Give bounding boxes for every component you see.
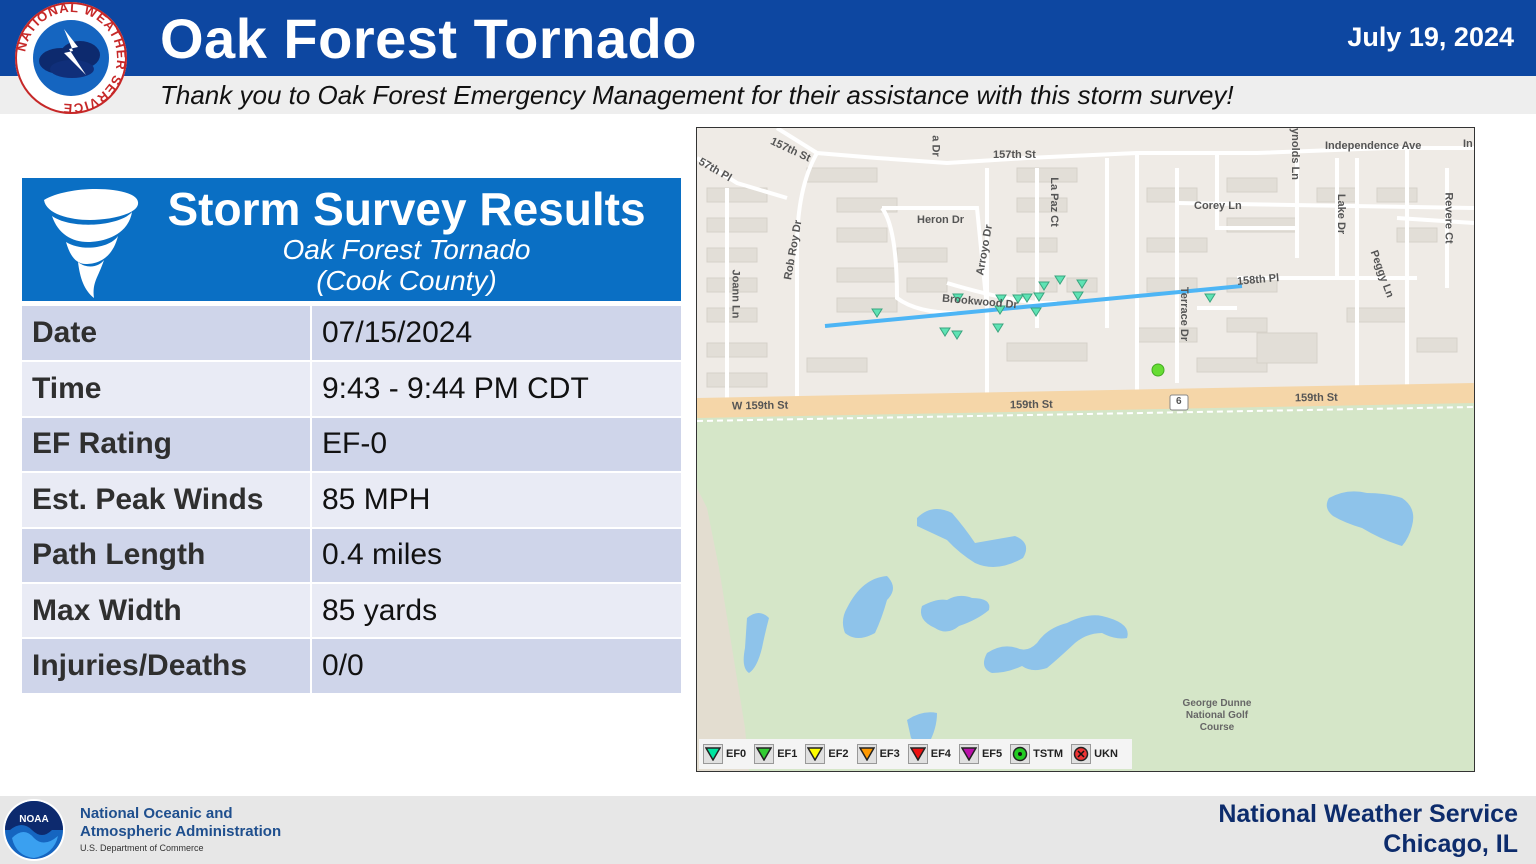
legend-item-ef0: EF0 xyxy=(703,744,746,764)
street-label: In xyxy=(1463,138,1473,150)
triangle-down-icon xyxy=(754,744,775,764)
map-legend: EF0 EF1 EF2 EF3 EF4 EF5 xyxy=(699,739,1132,769)
noaa-logo-icon: NOAA xyxy=(3,799,65,861)
noaa-department: U.S. Department of Commerce xyxy=(80,843,204,853)
row-label: Date xyxy=(22,306,312,363)
table-row: EF Rating EF-0 xyxy=(22,416,681,474)
street-label: 159th St xyxy=(1009,398,1053,412)
legend-item-ef2: EF2 xyxy=(805,744,849,764)
table-row: Injuries/Deaths 0/0 xyxy=(22,638,681,695)
table-row: Max Width 85 yards xyxy=(22,582,681,640)
street-label: La Paz Ct xyxy=(1047,177,1060,227)
header-bar xyxy=(0,0,1536,76)
route-shield-label: 6 xyxy=(1176,396,1182,407)
triangle-down-icon xyxy=(907,744,928,764)
row-label: Injuries/Deaths xyxy=(22,638,312,695)
legend-label: EF4 xyxy=(930,748,951,760)
street-label: W 159th St xyxy=(731,399,789,413)
page-title: Oak Forest Tornado xyxy=(160,7,697,70)
footer: NOAA National Oceanic and Atmospheric Ad… xyxy=(0,796,1536,864)
legend-label: EF1 xyxy=(777,748,798,760)
results-subtitle-event: Oak Forest Tornado xyxy=(282,234,531,265)
noaa-name-line2: Atmospheric Administration xyxy=(80,823,282,840)
street-label: Independence Ave xyxy=(1325,140,1422,152)
legend-label: TSTM xyxy=(1033,748,1064,760)
header-date: July 19, 2024 xyxy=(1347,22,1514,52)
results-title: Storm Survey Results xyxy=(167,183,646,235)
storm-survey-results-panel: Storm Survey Results Oak Forest Tornado … xyxy=(22,178,681,695)
legend-item-ef5: EF5 xyxy=(958,744,1003,764)
tornado-icon xyxy=(44,188,139,298)
circle-x-icon xyxy=(1071,744,1092,764)
row-label: EF Rating xyxy=(22,416,312,474)
results-panel-header: Storm Survey Results Oak Forest Tornado … xyxy=(22,178,681,304)
street-label: Joann Ln xyxy=(729,269,742,319)
row-value: 0/0 xyxy=(311,638,681,695)
street-label: ynolds Ln xyxy=(1288,128,1301,180)
golf-course-label: George Dunne National Golf Course xyxy=(1167,698,1267,734)
row-value: 07/15/2024 xyxy=(311,306,681,363)
row-label: Est. Peak Winds xyxy=(22,472,312,529)
street-label: Terrace Dr xyxy=(1178,286,1191,342)
legend-label: EF0 xyxy=(726,748,747,760)
row-value: 85 MPH xyxy=(311,472,681,529)
noaa-name-line1: National Oceanic and xyxy=(80,805,233,822)
table-row: Date 07/15/2024 xyxy=(22,306,681,363)
nws-office-location: Chicago, IL xyxy=(1383,830,1518,858)
results-table: Date 07/15/2024 Time 9:43 - 9:44 PM CDT … xyxy=(22,306,681,695)
street-label: Lake Dr xyxy=(1335,193,1348,235)
legend-label: UKN xyxy=(1094,748,1118,760)
legend-label: EF3 xyxy=(879,748,900,760)
legend-item-ef4: EF4 xyxy=(907,744,951,764)
row-value: 9:43 - 9:44 PM CDT xyxy=(311,361,681,418)
triangle-down-icon xyxy=(856,744,877,764)
street-label: Corey Ln xyxy=(1194,200,1242,212)
row-value: EF-0 xyxy=(311,416,681,474)
street-label: 157th St xyxy=(993,149,1036,161)
legend-item-tstm: TSTM xyxy=(1010,744,1063,764)
nws-logo-icon: NATIONAL WEATHER SERVICE xyxy=(14,1,128,115)
nws-office-name: National Weather Service xyxy=(1218,800,1518,828)
golf-label-line: National Golf xyxy=(1185,710,1249,721)
row-label: Max Width xyxy=(22,582,312,640)
circle-dot-icon xyxy=(1010,744,1031,764)
row-label: Time xyxy=(22,361,312,418)
legend-label: EF5 xyxy=(981,748,1003,760)
damage-survey-map[interactable]: 157th St 57th Pl 157th St a Dr Independe… xyxy=(696,127,1475,772)
legend-item-ef3: EF3 xyxy=(856,744,900,764)
subtitle-band xyxy=(0,76,1536,114)
table-row: Est. Peak Winds 85 MPH xyxy=(22,472,681,529)
golf-label-line: Course xyxy=(1199,722,1235,733)
row-value: 0.4 miles xyxy=(311,527,681,584)
street-label: Heron Dr xyxy=(917,214,965,226)
legend-item-ef1: EF1 xyxy=(754,744,797,764)
triangle-down-icon xyxy=(958,744,979,764)
table-row: Path Length 0.4 miles xyxy=(22,527,681,584)
golf-label-line: George Dunne xyxy=(1182,698,1252,709)
street-label: 159th St xyxy=(1294,391,1338,405)
triangle-down-icon xyxy=(703,744,723,764)
row-value: 85 yards xyxy=(311,582,681,640)
table-row: Time 9:43 - 9:44 PM CDT xyxy=(22,361,681,418)
noaa-logo-text: NOAA xyxy=(19,814,48,825)
acknowledgement-text: Thank you to Oak Forest Emergency Manage… xyxy=(160,80,1234,110)
legend-item-ukn: UKN xyxy=(1071,744,1118,764)
street-label: Revere Ct xyxy=(1442,192,1455,244)
triangle-down-icon xyxy=(805,744,826,764)
legend-label: EF2 xyxy=(828,748,849,760)
map-canvas[interactable] xyxy=(697,128,1474,771)
results-subtitle-county: (Cook County) xyxy=(316,265,497,296)
street-label: a Dr xyxy=(929,135,942,157)
row-label: Path Length xyxy=(22,527,312,584)
